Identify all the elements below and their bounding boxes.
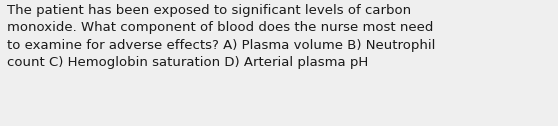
Text: The patient has been exposed to significant levels of carbon
monoxide. What comp: The patient has been exposed to signific… xyxy=(7,4,436,69)
